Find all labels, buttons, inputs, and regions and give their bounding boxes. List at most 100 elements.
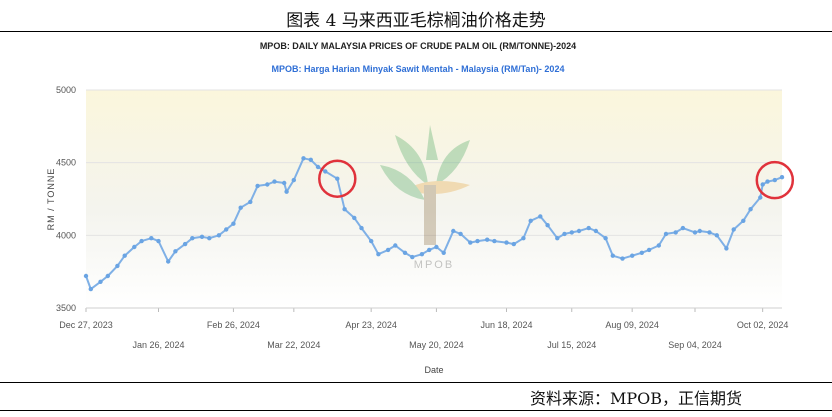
x-tick-labels: Dec 27, 2023 Feb 26, 2024 Apr 23, 2024 Jun … <box>59 320 788 350</box>
price-point <box>656 243 661 248</box>
price-point <box>593 228 599 234</box>
watermark-text: MPOB <box>414 259 454 271</box>
price-point <box>342 207 347 212</box>
highlight-layer <box>318 159 795 200</box>
price-point <box>576 228 582 234</box>
price-point <box>182 241 188 247</box>
x-tick-label: Jul 15, 2024 <box>547 340 596 350</box>
price-point <box>545 223 550 228</box>
price-point <box>139 238 144 244</box>
x-tick-label: Sep 04, 2024 <box>668 340 722 350</box>
price-point <box>352 215 357 221</box>
price-point <box>419 252 425 257</box>
price-point <box>207 236 212 241</box>
price-point <box>393 243 398 248</box>
price-point <box>646 247 652 253</box>
price-point <box>630 253 635 258</box>
price-point <box>83 273 89 279</box>
x-tick-label: Aug 09, 2024 <box>605 320 659 330</box>
price-point <box>741 218 746 223</box>
price-point <box>282 180 287 186</box>
price-point <box>714 233 719 238</box>
price-point <box>458 231 463 237</box>
price-point <box>105 273 111 279</box>
price-point <box>758 195 763 200</box>
x-tick-label: Mar 22, 2024 <box>267 340 320 350</box>
y-tick-label: 5000 <box>56 85 76 95</box>
price-point <box>451 228 456 234</box>
price-point <box>369 238 374 244</box>
y-tick-label: 3500 <box>56 303 76 313</box>
price-point <box>335 176 340 181</box>
source-note: 资料来源：MPOB，正信期货 <box>529 389 742 408</box>
price-point <box>528 218 533 223</box>
price-point <box>88 286 94 292</box>
price-point <box>255 183 260 189</box>
price-chart: MPOB MPOB: DAILY MALAYSIA PRICES OF CRUD… <box>46 41 795 375</box>
highlight-circle <box>755 160 795 200</box>
price-point <box>511 241 516 247</box>
price-point <box>569 230 574 235</box>
price-point <box>692 230 698 235</box>
price-point <box>376 252 381 257</box>
price-point <box>199 234 205 239</box>
y-axis-label: RM / TONNE <box>46 168 56 231</box>
price-point <box>301 156 306 161</box>
y-tick-labels: 3500 4000 4500 5000 <box>56 85 76 313</box>
price-point <box>538 214 543 219</box>
x-tick-label: Apr 23, 2024 <box>345 320 397 330</box>
price-point <box>265 182 270 187</box>
price-point <box>238 205 243 210</box>
price-point <box>434 244 439 250</box>
price-point <box>308 157 313 162</box>
price-point <box>441 250 446 255</box>
price-point <box>562 231 567 237</box>
mpob-watermark: MPOB <box>380 125 470 271</box>
price-point <box>190 236 195 241</box>
x-tick-label: Dec 27, 2023 <box>59 320 113 330</box>
series-layer <box>83 156 785 292</box>
price-point <box>779 175 785 180</box>
price-point <box>149 236 154 241</box>
price-point <box>639 250 644 255</box>
price-point <box>359 225 364 231</box>
price-point <box>772 177 777 183</box>
price-point <box>323 169 328 174</box>
price-point <box>485 237 490 242</box>
price-point <box>224 227 229 232</box>
x-tick-label: May 20, 2024 <box>409 340 464 350</box>
chart-title: MPOB: DAILY MALAYSIA PRICES OF CRUDE PAL… <box>260 41 576 51</box>
x-tick-label: Jan 26, 2024 <box>132 340 184 350</box>
price-point <box>272 179 277 184</box>
price-point <box>521 236 526 241</box>
x-tick-label: Feb 26, 2024 <box>207 320 260 330</box>
x-tick-label: Jun 18, 2024 <box>480 320 532 330</box>
price-point <box>291 177 296 183</box>
price-point <box>98 279 103 284</box>
price-point <box>385 247 391 253</box>
price-point <box>115 263 120 269</box>
price-point <box>122 253 127 258</box>
figure-title: 图表 4 马来西亚毛棕榈油价格走势 <box>286 11 546 31</box>
price-point <box>231 221 236 226</box>
top-rule <box>0 31 832 32</box>
bottom-rule-1 <box>0 382 832 383</box>
price-point <box>166 259 171 264</box>
plot-area <box>86 90 782 308</box>
price-point <box>248 199 253 205</box>
price-point <box>673 230 678 235</box>
price-point <box>680 225 686 231</box>
price-point <box>492 238 497 244</box>
price-point <box>697 228 702 234</box>
y-tick-label: 4500 <box>56 158 76 168</box>
price-point <box>216 233 222 238</box>
price-point <box>555 236 560 241</box>
x-tick-label: Oct 02, 2024 <box>737 320 789 330</box>
price-point <box>765 179 770 184</box>
price-point <box>760 182 765 187</box>
x-axis-label: Date <box>424 365 443 375</box>
price-point <box>402 250 408 255</box>
price-point <box>603 236 608 241</box>
chart-subtitle: MPOB: Harga Harian Minyak Sawit Mentah -… <box>272 64 565 74</box>
highlight-circle <box>318 159 357 198</box>
